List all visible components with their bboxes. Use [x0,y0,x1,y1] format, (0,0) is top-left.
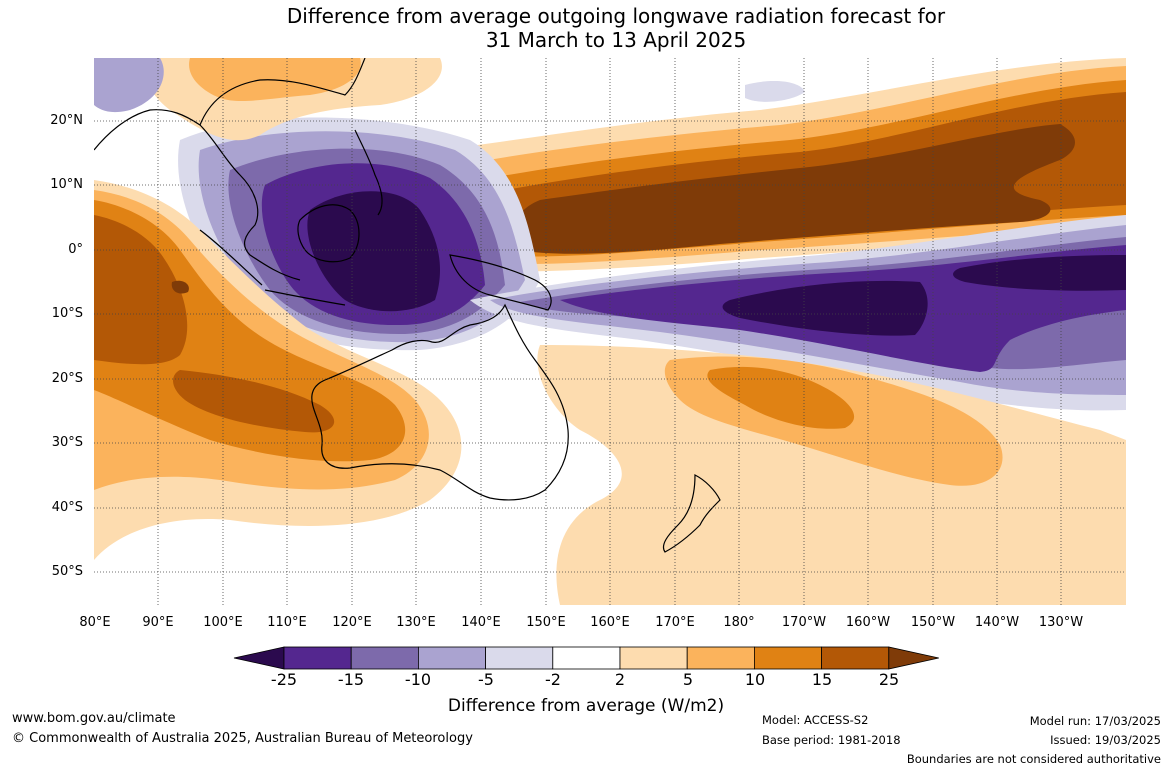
negative-band-spcz-25 [722,255,1126,336]
footer-base-period: Base period: 1981-2018 [762,733,901,747]
map-title: Difference from average outgoing longwav… [0,4,1173,52]
asia-coastline [94,58,366,281]
positive-region-southpacific-2 [537,345,1126,605]
colorbar-bin [283,646,352,670]
lat-label: 40°S [51,500,83,515]
footer-disclaimer: Boundaries are not considered authoritat… [906,752,1161,766]
footer-model: Model: ACCESS-S2 [762,713,869,727]
colorbar-tick-label: 15 [811,670,833,689]
lon-label: 150°E [526,615,566,630]
negative-region-india [94,58,164,113]
lon-label: 140°W [974,615,1020,630]
lon-label: 100°E [203,615,243,630]
colorbar-bin [686,646,755,670]
colorbar-bin [417,646,486,670]
footer-copyright: © Commonwealth of Australia 2025, Austra… [12,731,473,746]
lon-label: 160°E [590,615,630,630]
lat-label: 30°S [51,435,83,450]
lon-label: 170°E [655,615,695,630]
borneo-coastline [297,204,360,263]
sumatra-java-coastline [199,229,346,306]
title-line-2: 31 March to 13 April 2025 [485,28,747,52]
coastlines [94,58,721,553]
negative-patch-central-pacific [745,80,805,102]
lon-label: 160°W [845,615,891,630]
lat-label: 10°S [51,306,83,321]
lon-label: 80°E [79,615,111,630]
lon-label: 120°E [332,615,372,630]
anomaly-field [94,58,1126,605]
lat-label: 20°S [51,371,83,386]
lat-label: 10°N [50,177,83,192]
lon-label: 180° [723,615,755,630]
colorbar-bin [619,646,688,670]
positive-region-indian-max [171,280,189,294]
positive-region-indian-10 [94,200,406,462]
title-line-1: Difference from average outgoing longwav… [286,4,946,28]
colorbar-title: Difference from average (W/m2) [447,696,725,716]
lon-label: 130°W [1038,615,1084,630]
lat-label: 20°N [50,113,83,128]
graticule [94,58,1126,605]
footer-website: www.bom.gov.au/climate [12,711,176,726]
new-zealand-coastline [662,474,721,553]
lon-label: 110°E [267,615,307,630]
colorbar-bin [552,646,621,670]
lon-label: 90°E [142,615,174,630]
colorbar-bin [485,646,554,670]
colorbar-tick-label: -10 [404,670,432,689]
colorbar-bin [821,646,890,670]
colorbar-tick-label: -5 [478,670,494,689]
positive-region-southpacific-10 [707,366,855,429]
colorbar-bin [754,646,823,670]
colorbar-extend-high [888,646,939,670]
colorbar-tick-label: -2 [545,670,561,689]
lon-label: 130°E [396,615,436,630]
colorbar-extend-low [233,646,285,670]
colorbar-bin [350,646,419,670]
philippines-coastline [354,129,383,216]
footer-issued: Issued: 19/03/2025 [1050,733,1161,747]
colorbar [233,646,939,670]
positive-region-indian-15 [94,215,335,433]
lon-label: 170°W [781,615,827,630]
new-guinea-coastline [449,254,552,311]
colorbar-tick-label: -25 [270,670,298,689]
colorbar-tick-label: 10 [744,670,766,689]
positive-band-north-max [512,124,1075,254]
footer-model-run: Model run: 17/03/2025 [1029,714,1161,728]
lon-label: 140°E [461,615,501,630]
colorbar-tick-label: 25 [878,670,900,689]
lat-label: 50°S [51,564,83,579]
australia-coastline [311,303,569,501]
colorbar-tick-label: -15 [337,670,365,689]
lon-label: 150°W [910,615,956,630]
lat-label: 0° [68,242,83,257]
colorbar-tick-label: 5 [682,670,694,689]
negative-region-west-25 [307,191,440,312]
colorbar-tick-label: 2 [614,670,626,689]
